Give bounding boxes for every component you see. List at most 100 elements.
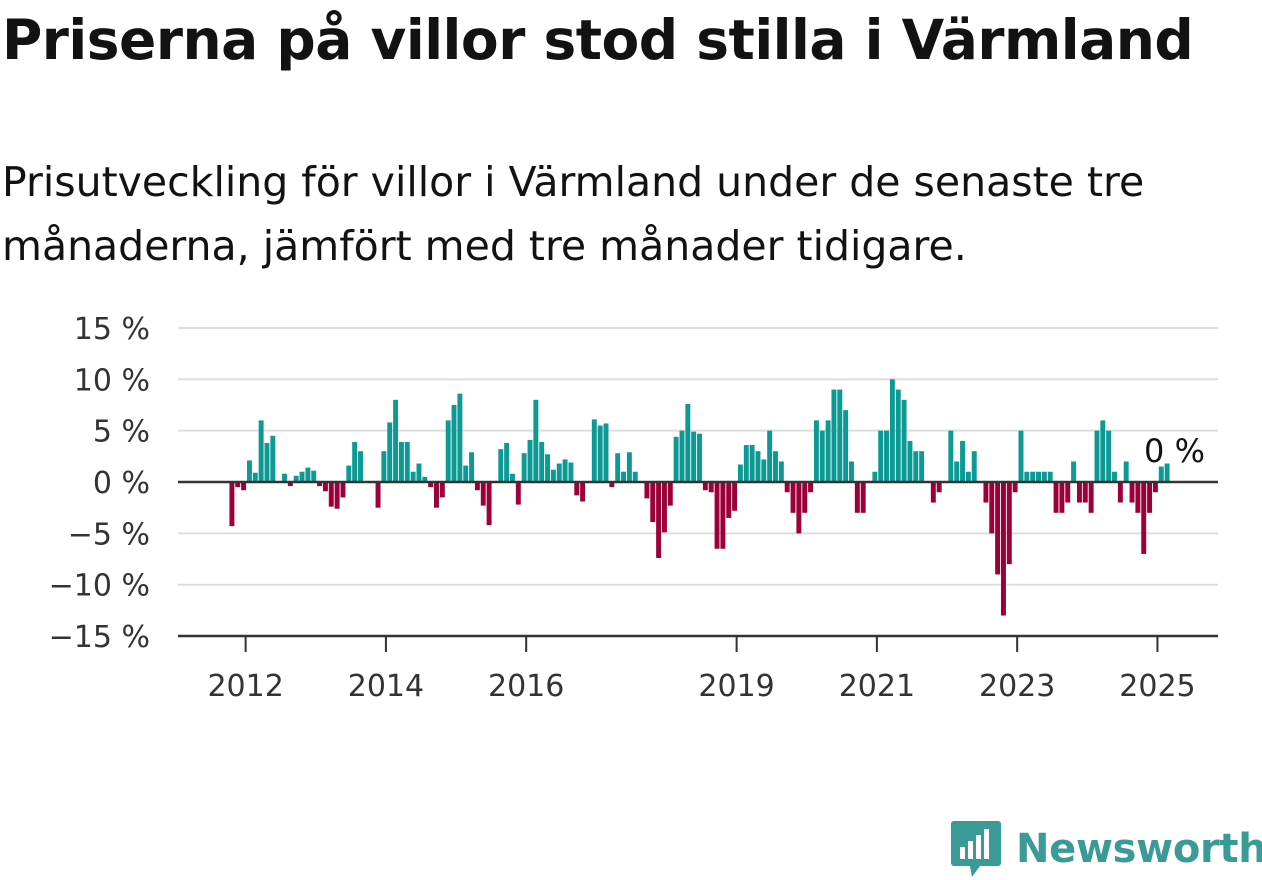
bar xyxy=(626,452,632,482)
bar xyxy=(340,482,346,498)
bar xyxy=(574,482,580,496)
bar xyxy=(545,454,551,482)
bar xyxy=(930,482,936,503)
y-axis-ticks: 15 % 10 % 5 % 0 % −5 % −10 % −15 % xyxy=(49,312,150,655)
bar xyxy=(673,436,679,482)
bar xyxy=(556,463,562,482)
bar xyxy=(480,482,486,506)
y-tick-label: −5 % xyxy=(68,517,150,552)
bar xyxy=(767,430,773,482)
bar xyxy=(889,379,895,482)
chart-subtitle: Prisutveckling för villor i Värmland und… xyxy=(2,158,1145,270)
bar xyxy=(819,430,825,482)
bar xyxy=(743,445,749,482)
bar xyxy=(948,430,954,482)
brand-name: Newsworthy xyxy=(1016,826,1262,872)
price-change-bar-chart: 15 %10 %5 %0 %−5 %−10 %−15 % 2012 2014 201… xyxy=(49,312,1218,704)
bar xyxy=(439,482,445,498)
bar xyxy=(246,460,252,482)
y-tick-label: −10 % xyxy=(49,569,150,604)
bar xyxy=(1047,471,1053,482)
y-tick-label: 10 % xyxy=(74,363,150,398)
bar xyxy=(416,463,422,482)
bar xyxy=(229,482,235,527)
x-tick-label: 2014 xyxy=(348,669,424,704)
bar xyxy=(428,482,434,488)
bar xyxy=(632,471,638,482)
y-tick-label: 15 % xyxy=(74,312,150,347)
bar xyxy=(714,482,720,549)
bar xyxy=(737,464,743,482)
bar xyxy=(784,482,790,493)
bar xyxy=(445,420,451,482)
bar xyxy=(346,465,352,482)
bar xyxy=(825,420,831,482)
bar xyxy=(621,471,626,482)
bar xyxy=(486,482,492,526)
bar xyxy=(270,435,276,482)
x-tick-label: 2016 xyxy=(488,669,564,704)
bar xyxy=(504,442,510,482)
bar xyxy=(358,451,363,482)
bar xyxy=(597,425,603,482)
bar xyxy=(404,441,410,482)
bar xyxy=(895,389,901,482)
x-tick-label: 2021 xyxy=(839,669,915,704)
bar xyxy=(469,452,475,482)
page-title: Priserna på villor stod stilla i Värmlan… xyxy=(2,8,1194,72)
bar xyxy=(317,482,323,487)
bar xyxy=(1030,471,1036,482)
x-tick-label: 2025 xyxy=(1119,669,1195,704)
bar xyxy=(1094,430,1100,482)
bar xyxy=(609,482,615,488)
y-tick-label: 5 % xyxy=(93,415,150,450)
bar xyxy=(457,393,463,482)
bar xyxy=(1053,482,1059,513)
bar xyxy=(393,399,399,482)
bar xyxy=(1088,482,1094,513)
bar xyxy=(615,453,621,482)
y-tick-label: 0 % xyxy=(93,466,150,501)
bar xyxy=(1082,482,1088,503)
bar xyxy=(936,482,942,493)
bar xyxy=(691,431,697,482)
bar xyxy=(644,482,650,499)
bar xyxy=(965,471,971,482)
x-tick-label: 2023 xyxy=(979,669,1055,704)
bar xyxy=(533,399,539,482)
bar xyxy=(872,471,878,482)
bar xyxy=(252,472,258,482)
bar xyxy=(521,453,527,482)
bar xyxy=(661,482,667,533)
bar xyxy=(1129,482,1135,503)
bar xyxy=(241,482,247,491)
bar xyxy=(726,482,732,518)
bar xyxy=(831,389,837,482)
bar xyxy=(732,482,738,511)
bar xyxy=(1036,471,1041,482)
bar xyxy=(1012,482,1018,493)
bar xyxy=(1112,471,1117,482)
bar xyxy=(422,476,428,482)
bar xyxy=(311,470,317,482)
bar xyxy=(1135,482,1141,513)
bar xyxy=(527,439,533,482)
bar xyxy=(293,475,299,482)
bar xyxy=(837,389,843,482)
bar xyxy=(1041,471,1047,482)
bar xyxy=(656,482,662,558)
bar xyxy=(849,461,854,482)
bar xyxy=(282,473,287,482)
bar xyxy=(1164,463,1170,482)
bar xyxy=(919,451,925,482)
bar xyxy=(328,482,334,507)
bar xyxy=(1076,482,1082,503)
bar xyxy=(515,482,521,505)
grid-lines xyxy=(178,326,1218,586)
bar xyxy=(539,441,545,482)
bar xyxy=(510,473,515,482)
bar xyxy=(1100,420,1106,482)
bar xyxy=(1152,482,1158,493)
bar xyxy=(960,440,966,482)
newsworthy-logo-icon xyxy=(951,821,1001,877)
